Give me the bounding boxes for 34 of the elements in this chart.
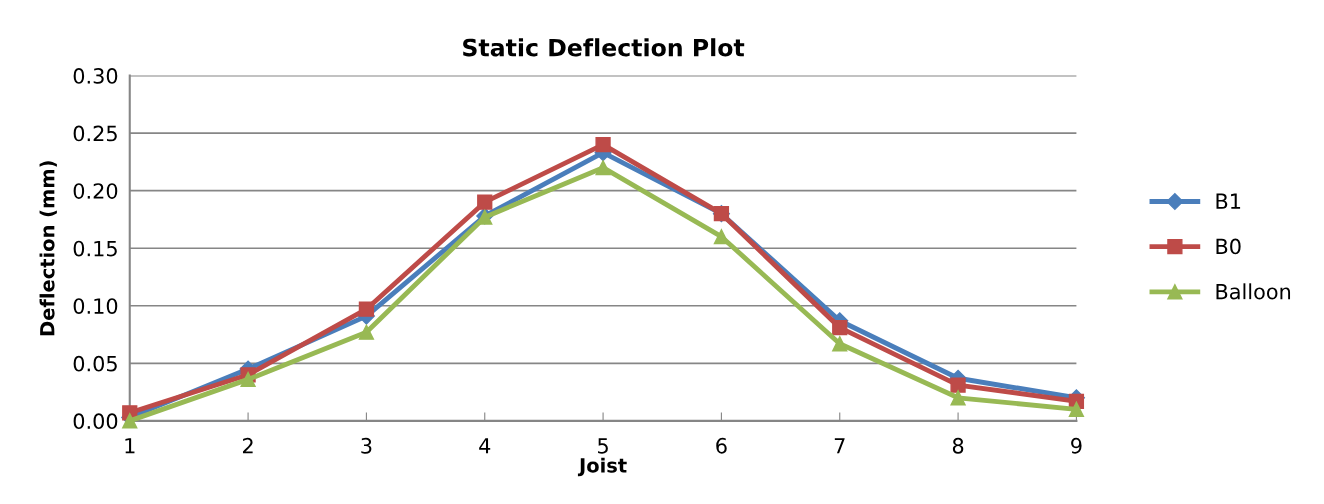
legend-label: Balloon [1216, 283, 1291, 300]
y-axis-title: Deflection (mm) [39, 161, 57, 336]
x-tick-label: 9 [1071, 437, 1082, 454]
x-tick-label: 7 [834, 438, 845, 454]
x-tick-label: 1 [125, 438, 135, 454]
y-tick-label: 0.05 [73, 355, 117, 372]
y-tick-label: 0.20 [73, 183, 118, 199]
point [122, 413, 138, 429]
y-tick-label: 0.25 [73, 125, 117, 142]
y-tick-label: 0.00 [73, 413, 118, 430]
point [950, 377, 966, 393]
x-tick-label: 2 [242, 437, 253, 454]
point [950, 390, 966, 406]
y-tick-label: 0.10 [73, 298, 118, 314]
legend-label: B1 [1216, 193, 1241, 209]
point [832, 336, 848, 352]
point [477, 194, 493, 210]
x-tick-label: 5 [598, 438, 608, 454]
legend-label: B0 [1216, 238, 1241, 255]
x-tick-label: 3 [361, 437, 372, 454]
point [240, 371, 256, 388]
point [1068, 401, 1085, 417]
x-axis-title: Joist [577, 457, 627, 477]
point [832, 319, 848, 336]
chart-title: Static Deflection Plot [463, 38, 745, 57]
x-tick-label: 4 [479, 438, 491, 454]
x-tick-label: 6 [716, 437, 727, 454]
point [595, 137, 611, 153]
point [358, 301, 375, 317]
y-tick-label: 0.30 [73, 68, 118, 84]
x-tick-label: 8 [952, 437, 964, 454]
point [595, 160, 611, 176]
point [358, 324, 375, 340]
y-tick-label: 0.15 [73, 240, 117, 257]
